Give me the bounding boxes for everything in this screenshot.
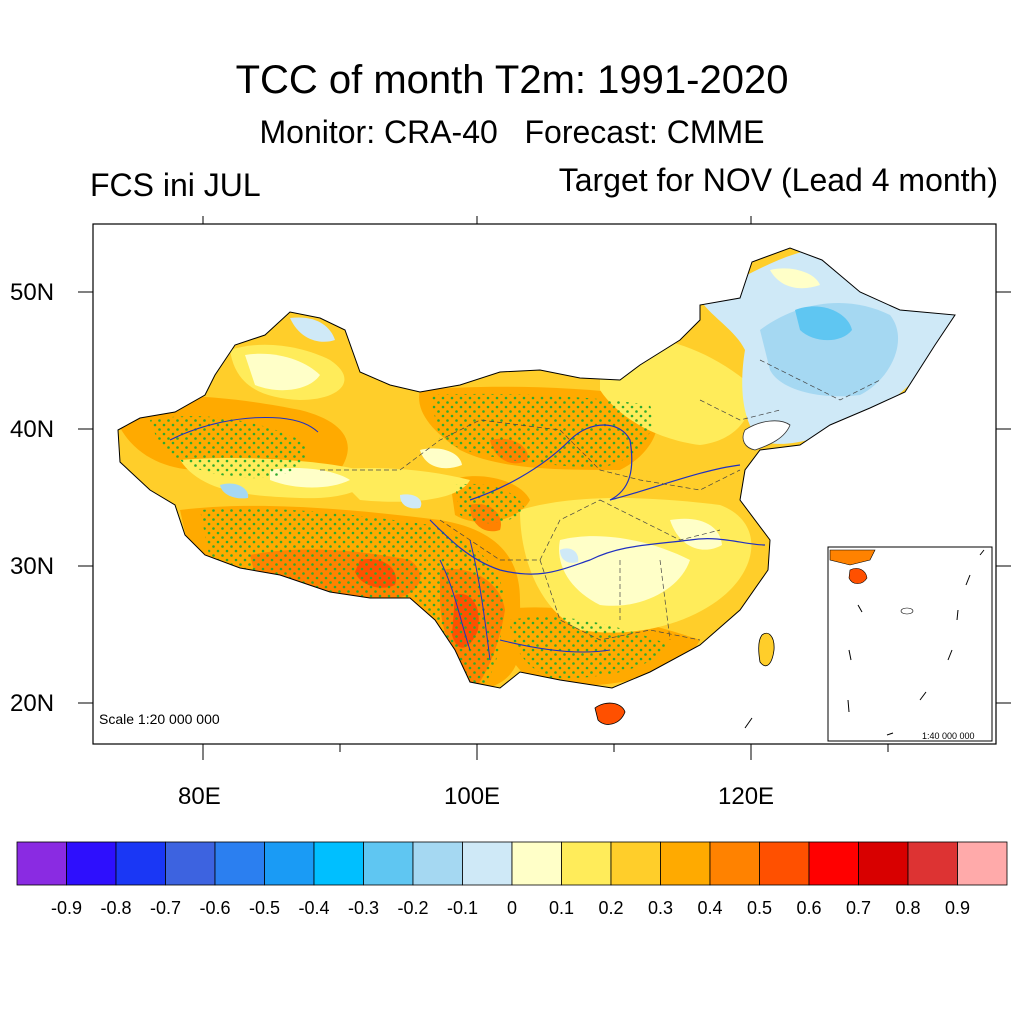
lat-label-30n: 30N: [10, 553, 55, 580]
colorbar-tick-label: 0.1: [548, 898, 575, 918]
colorbar-swatch: [610, 841, 661, 886]
colorbar-swatch: [561, 841, 612, 886]
colorbar-swatch: [511, 841, 562, 886]
colorbar-swatch: [858, 841, 909, 886]
colorbar-tick-label: -0.5: [248, 898, 281, 918]
colorbar-tick-label: 0.2: [598, 898, 624, 918]
colorbar-tick-label: -0.2: [397, 898, 429, 918]
colorbar-swatch: [16, 841, 67, 886]
island-dash: [744, 717, 753, 729]
lon-label-120e: 120E: [718, 783, 775, 810]
lat-label-20n: 20N: [10, 690, 55, 717]
colorbar-tick-label: -0.7: [149, 898, 182, 918]
scale-inset-label: 1:40 000 000: [922, 731, 975, 741]
yellow-river: [469, 424, 741, 501]
colorbar-swatch: [759, 841, 810, 886]
colorbar-swatch: [412, 841, 463, 886]
colorbar-swatch: [115, 841, 166, 886]
colorbar-tick-label: -0.4: [298, 898, 330, 918]
lat-label-40n: 40N: [10, 416, 55, 443]
china-border: [117, 247, 956, 689]
colorbar-tick-label: 0.7: [845, 898, 872, 918]
lon-label-100e: 100E: [444, 783, 501, 810]
colorbar-tick-label: -0.3: [347, 898, 380, 918]
colorbar-tick-label: 0.8: [895, 898, 921, 918]
colorbar-swatch: [462, 841, 513, 886]
colorbar-swatch: [907, 841, 958, 886]
province-boundaries: [320, 359, 881, 641]
colorbar-tick-label: 0: [506, 898, 517, 918]
taiwan-island: [758, 632, 775, 667]
colorbar-swatch: [808, 841, 859, 886]
target-label: Target for NOV (Lead 4 month): [558, 162, 998, 198]
axis-ticks: [78, 216, 1011, 760]
figure-title: TCC of month T2m: 1991-2020: [235, 58, 789, 102]
colorbar-tick-label: -0.9: [50, 898, 83, 918]
init-label: FCS ini JUL: [90, 167, 261, 203]
colorbar-swatch: [660, 841, 711, 886]
colorbar-tick-label: 0.3: [647, 898, 674, 918]
scale-main-label: Scale 1:20 000 000: [99, 711, 220, 727]
colorbar-tick-label: 0.9: [944, 898, 971, 918]
hainan-island: [594, 702, 626, 725]
colorbar-tick-label: -0.8: [100, 898, 132, 918]
colorbar-tick-label: 0.4: [697, 898, 723, 918]
colorbar-swatch: [363, 841, 414, 886]
yangtze-river: [429, 519, 766, 575]
colorbar-tick-label: 0.6: [796, 898, 822, 918]
colorbar-swatch: [709, 841, 760, 886]
nine-dash-line: [847, 549, 985, 736]
southwest-rivers: [439, 539, 611, 661]
colorbar: [16, 841, 1008, 886]
colorbar-swatch: [165, 841, 216, 886]
colorbar-tick-label: -0.1: [446, 898, 479, 918]
figure-subtitle: Monitor: CRA-40 Forecast: CMME: [259, 114, 765, 150]
colorbar-swatch: [264, 841, 315, 886]
colorbar-swatch: [214, 841, 265, 886]
colorbar-swatch: [957, 841, 1008, 886]
colorbar-tick-label: -0.6: [199, 898, 231, 918]
lat-label-50n: 50N: [10, 279, 55, 306]
colorbar-swatch: [66, 841, 117, 886]
colorbar-swatch: [313, 841, 364, 886]
lon-label-80e: 80E: [178, 783, 221, 810]
bohai-sea: [742, 420, 791, 451]
tarim-river: [169, 416, 319, 441]
colorbar-tick-label: 0.5: [746, 898, 773, 918]
